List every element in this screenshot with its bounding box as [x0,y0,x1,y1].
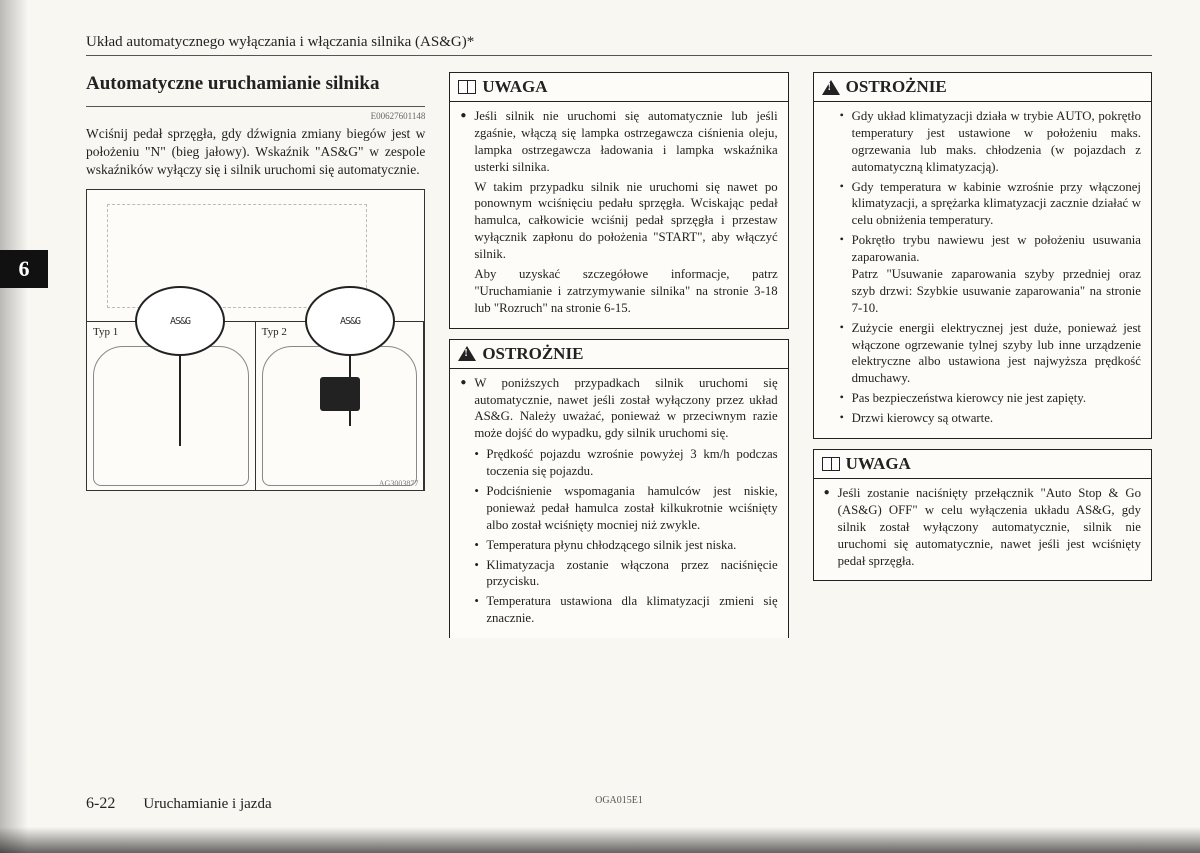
column-2: UWAGA Jeśli silnik nie uruchomi się auto… [449,72,788,648]
uwaga-box-2: UWAGA Jeśli zostanie naciśnięty przełącz… [813,449,1152,581]
callout-bubble-1: AS&G [135,286,225,356]
gauge-sketch-1 [93,346,249,486]
page-header: Układ automatycznego wyłączania i włącza… [86,34,1152,56]
ostroznie-box-2: OSTROŻNIE Gdy układ klimatyzacji działa … [813,72,1152,439]
ostroznie-header-2: OSTROŻNIE [814,73,1151,102]
typ2-label: Typ 2 [262,326,287,338]
ostroznie-list-1: Prędkość pojazdu wzrośnie powyżej 3 km/h… [474,446,777,627]
uwaga-label-2: UWAGA [846,454,911,474]
ostroznie-header-1: OSTROŻNIE [450,340,787,369]
footer-page-number: 6-22 [86,795,115,813]
illustration-panel: Typ 1 Typ 2 AS&G AS&G [86,189,425,491]
list-item: Pokrętło trybu nawiewu jest w położeniu … [838,232,1141,316]
illustration-bottom: Typ 1 Typ 2 AS&G AS&G [87,322,424,491]
body-paragraph: Wciśnij pedał sprzęgła, gdy dźwignia zmi… [86,125,425,180]
asg-text-1: AS&G [170,316,190,327]
ostroznie-box-1: OSTROŻNIE W poniższych przypadkach silni… [449,339,788,638]
bottom-shadow [0,827,1200,853]
list-item: Gdy temperatura w kabinie wzrośnie przy … [838,179,1141,230]
uwaga-label: UWAGA [482,77,547,97]
uwaga-bullet: Jeśli silnik nie uruchomi się automatycz… [460,108,777,317]
list-item: Temperatura ustawiona dla klimatyzacji z… [474,593,777,627]
book-icon [458,80,476,94]
uwaga-header-2: UWAGA [814,450,1151,479]
ostroznie-body-1: W poniższych przypadkach silnik uruchomi… [450,369,787,638]
illustration-id: AG3003877 [379,479,419,488]
pointer-1 [179,356,181,446]
page-footer: 6-22 Uruchamianie i jazda OGA015E1 [86,795,1152,813]
list-item: Pas bezpieczeństwa kierowcy nie jest zap… [838,390,1141,407]
ostroznie-label-1: OSTROŻNIE [482,344,583,364]
uwaga2-bullet: Jeśli zostanie naciśnięty przełącznik "A… [824,485,1141,569]
page-content: Układ automatycznego wyłączania i włącza… [0,0,1200,668]
list-item: Podciśnienie wspomagania hamulców jest n… [474,483,777,534]
warning-icon [458,346,476,361]
ostroznie-body-2: Gdy układ klimatyzacji działa w trybie A… [814,102,1151,438]
uwaga2-text: Jeśli zostanie naciśnięty przełącznik "A… [838,485,1141,569]
ostroznie-intro: W poniższych przypadkach silnik uruchomi… [460,375,777,627]
uwaga-p3: Aby uzyskać szczegółowe informacje, patr… [474,266,777,317]
callout-bubble-2: AS&G [305,286,395,356]
typ1-label: Typ 1 [93,326,118,338]
reference-code: E00627601148 [86,111,425,121]
uwaga-body-2: Jeśli zostanie naciśnięty przełącznik "A… [814,479,1151,580]
list-item: Prędkość pojazdu wzrośnie powyżej 3 km/h… [474,446,777,480]
pointer-2 [349,356,351,426]
footer-doc-code: OGA015E1 [595,795,643,806]
book-icon [822,457,840,471]
list-item: Zużycie energii elektrycznej jest duże, … [838,320,1141,388]
uwaga-header: UWAGA [450,73,787,102]
list-item: Gdy układ klimatyzacji działa w trybie A… [838,108,1141,176]
section-title: Automatyczne uruchamianie silnika [86,72,425,107]
columns: Automatyczne uruchamianie silnika E00627… [86,72,1152,648]
list-item: Temperatura płynu chłodzącego silnik jes… [474,537,777,554]
warning-icon [822,80,840,95]
display-rect [320,377,360,411]
asg-text-2: AS&G [340,316,360,327]
uwaga-box-1: UWAGA Jeśli silnik nie uruchomi się auto… [449,72,788,329]
uwaga-body: Jeśli silnik nie uruchomi się automatycz… [450,102,787,328]
column-1: Automatyczne uruchamianie silnika E00627… [86,72,425,648]
ostroznie-intro-text: W poniższych przypadkach silnik uruchomi… [474,375,777,443]
ostroznie-list-2: Gdy układ klimatyzacji działa w trybie A… [824,108,1141,427]
list-item: Drzwi kierowcy są otwarte. [838,410,1141,427]
gauge-sketch-2 [262,346,418,486]
footer-section-title: Uruchamianie i jazda [143,796,271,813]
uwaga-p2: W takim przypadku silnik nie uruchomi si… [474,179,777,263]
list-item: Klimatyzacja zostanie włączona przez nac… [474,557,777,591]
uwaga-p1: Jeśli silnik nie uruchomi się automatycz… [474,108,777,176]
ostroznie-label-2: OSTROŻNIE [846,77,947,97]
column-3: OSTROŻNIE Gdy układ klimatyzacji działa … [813,72,1152,648]
